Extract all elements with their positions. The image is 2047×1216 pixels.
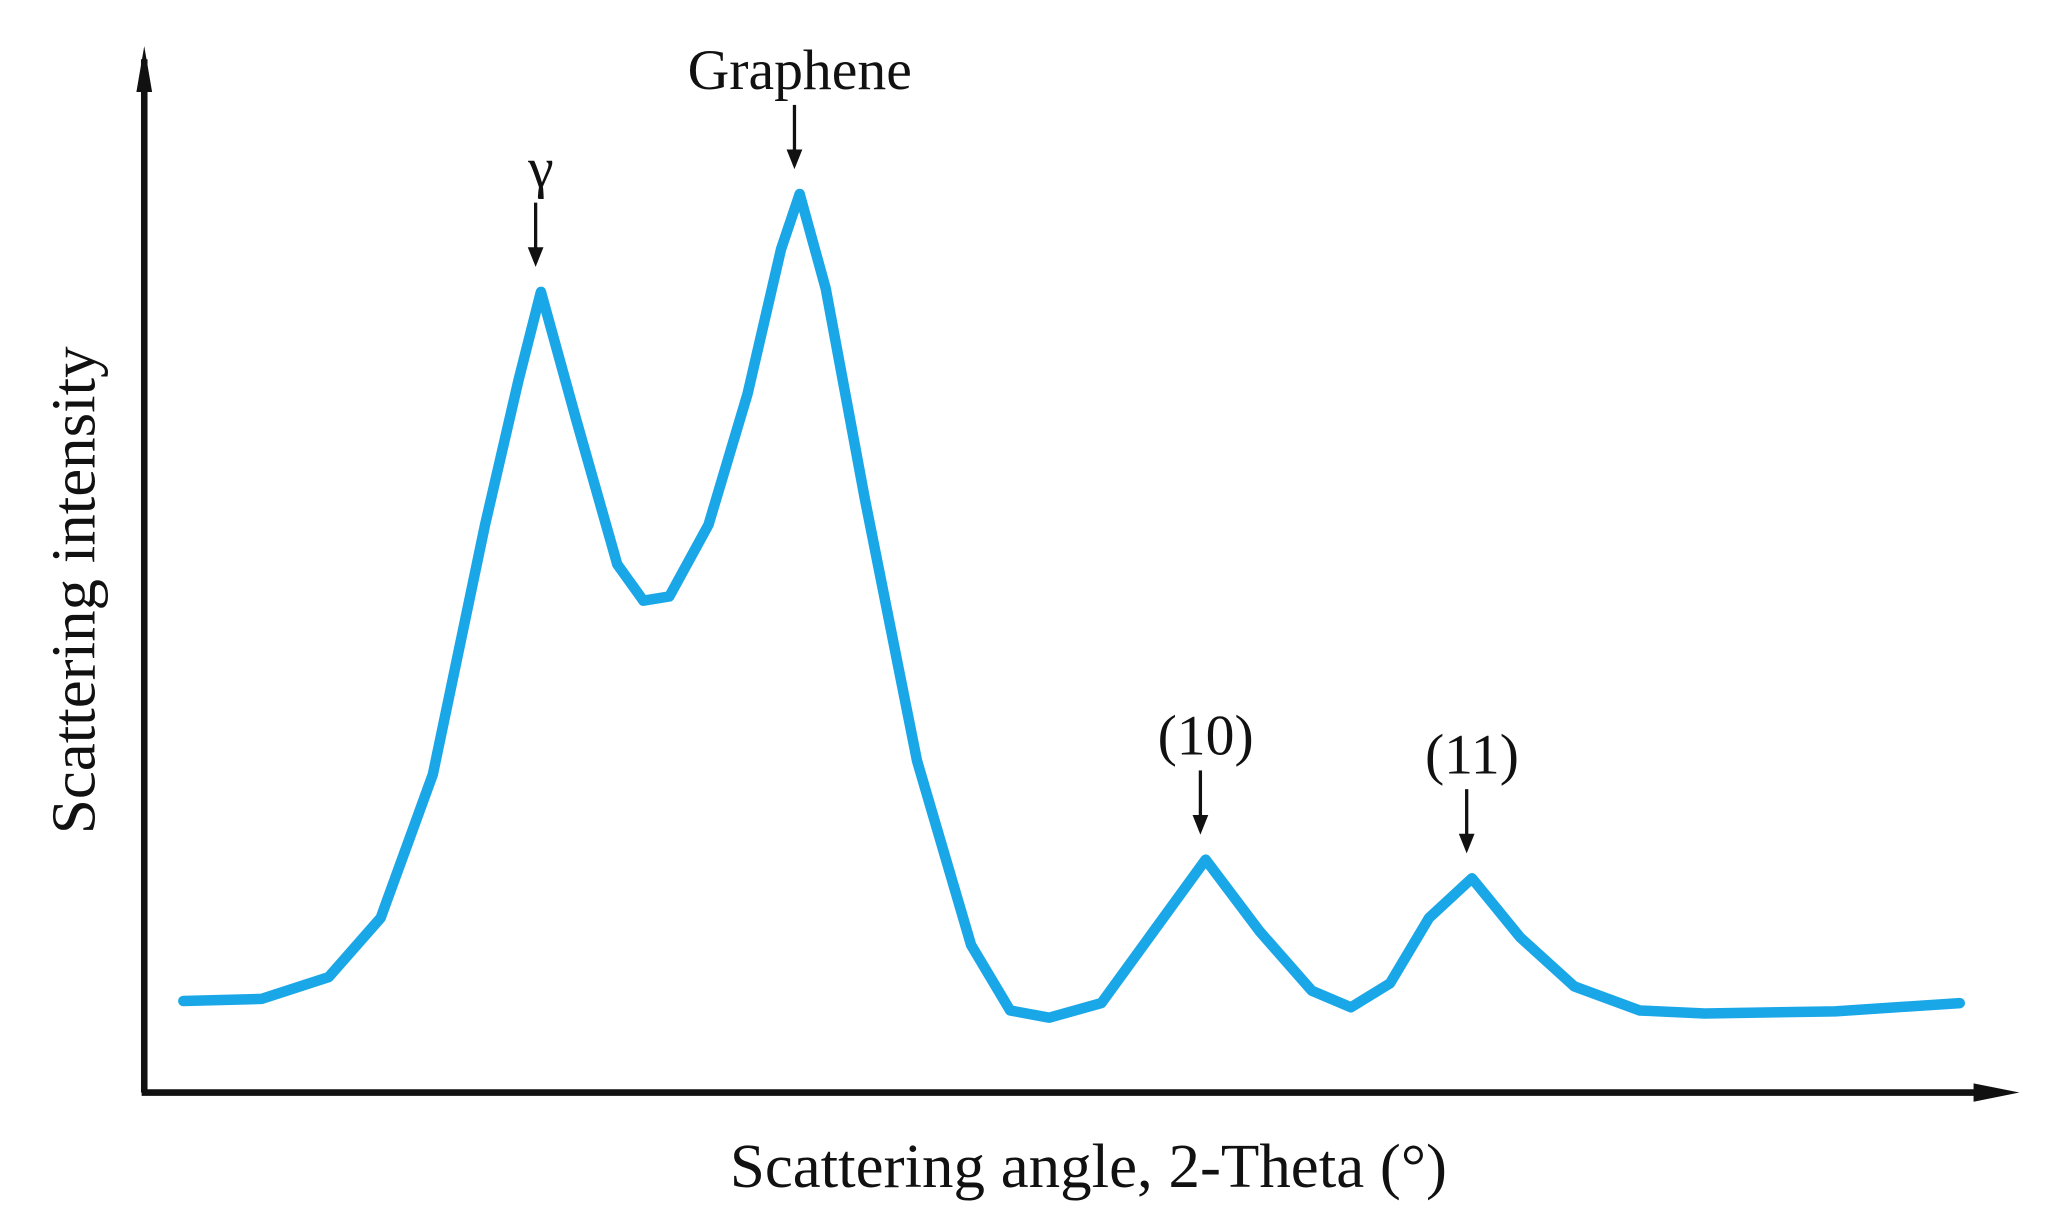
- y-axis-label: Scattering intensity: [38, 346, 108, 834]
- annotation-label: γ: [527, 137, 554, 200]
- annotation-label: Graphene: [688, 39, 912, 102]
- annotation-label: (10): [1158, 705, 1254, 768]
- y-axis-arrow: [136, 46, 153, 92]
- intensity-line: [178, 188, 1966, 1023]
- x-axis-label: Scattering angle, 2-Theta (°): [730, 1131, 1447, 1201]
- x-axis-arrow: [1973, 1083, 2020, 1102]
- annotation-label: (11): [1425, 723, 1519, 786]
